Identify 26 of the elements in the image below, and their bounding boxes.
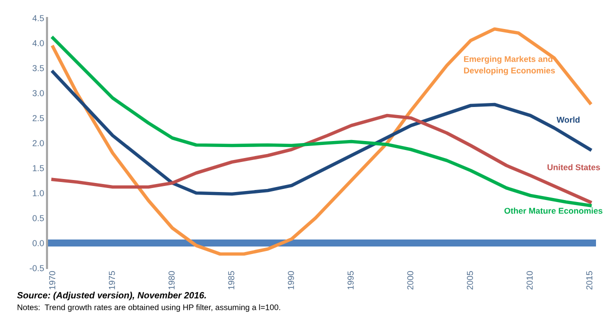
series-label: World: [556, 116, 580, 123]
x-tick-label: 1995: [348, 271, 354, 290]
x-tick-label: 1975: [108, 271, 115, 290]
y-tick-label: 4.0: [32, 40, 44, 46]
y-tick-label: 0.0: [32, 240, 44, 246]
y-tick-label: 1.0: [32, 190, 44, 196]
x-tick-label: 2000: [407, 271, 414, 290]
y-tick-label: -0.5: [30, 265, 44, 272]
x-tick-label: 1970: [49, 271, 56, 290]
series-label: Other Mature Economies: [504, 208, 602, 214]
source-note: Source: (Adjusted version), November 2016.: [17, 292, 206, 300]
x-tick-label: 2005: [466, 271, 473, 290]
y-tick-label: 3.0: [32, 90, 44, 96]
y-tick-label: 3.5: [32, 65, 44, 72]
y-tick-label: 4.5: [32, 15, 44, 22]
x-tick-label: 1990: [288, 271, 294, 290]
y-tick-label: 1.5: [32, 165, 44, 172]
x-tick-label: 1980: [168, 271, 175, 290]
text: Notes: Trend growth rates are obtained using HP filter, assuming a l=100.: [18, 304, 280, 312]
x-tick-label: 2010: [526, 271, 533, 290]
y-tick-label: 0.5: [32, 215, 44, 222]
x-tick-label: 1985: [228, 271, 234, 290]
y-tick-label: 2.5: [32, 115, 44, 122]
y-tick-label: 2.0: [32, 140, 44, 146]
series-label: United States: [548, 164, 600, 170]
x-tick-label: 2015: [586, 271, 592, 290]
